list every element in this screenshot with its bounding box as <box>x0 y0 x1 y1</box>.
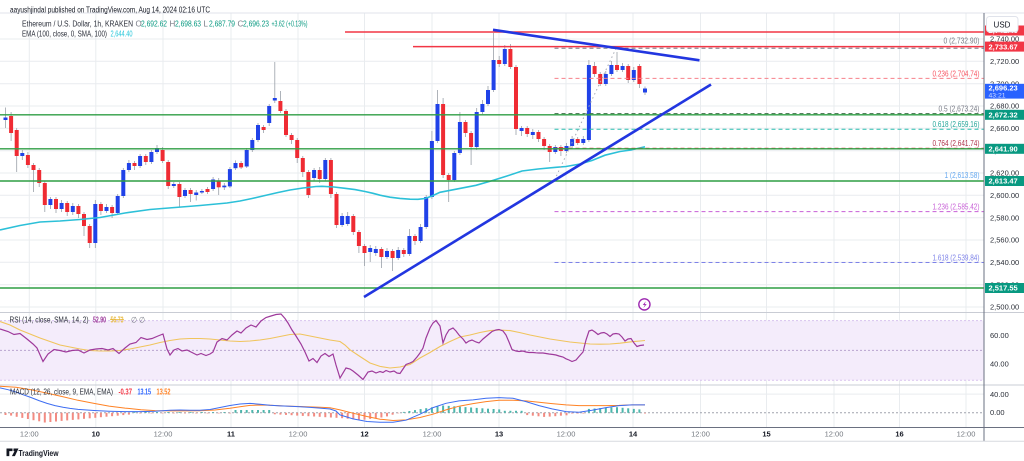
svg-text:13.15: 13.15 <box>138 387 152 396</box>
svg-text:2,740.00: 2,740.00 <box>990 35 1019 44</box>
svg-text:2,500.00: 2,500.00 <box>990 303 1019 312</box>
svg-text:40.00: 40.00 <box>990 390 1009 399</box>
svg-text:12: 12 <box>360 430 368 439</box>
svg-text:11: 11 <box>227 430 235 439</box>
svg-text:L: L <box>204 19 209 28</box>
svg-text:2,696.23: 2,696.23 <box>243 19 269 28</box>
svg-text:2,641.90: 2,641.90 <box>989 145 1018 154</box>
svg-text:0.00: 0.00 <box>990 408 1005 417</box>
svg-text:16: 16 <box>895 430 903 439</box>
svg-text:1.236 (2,585.42): 1.236 (2,585.42) <box>933 202 980 211</box>
svg-text:12:00: 12:00 <box>957 430 976 439</box>
svg-text:12:00: 12:00 <box>691 430 710 439</box>
svg-text:TradingView: TradingView <box>19 449 60 458</box>
svg-text:15: 15 <box>762 430 770 439</box>
svg-text:∅ ∅: ∅ ∅ <box>131 315 145 324</box>
svg-text:EMA (100, close, 0, SMA, 100): EMA (100, close, 0, SMA, 100) <box>22 29 107 38</box>
svg-text:O: O <box>136 19 142 28</box>
svg-text:2,580.00: 2,580.00 <box>990 213 1019 222</box>
svg-text:0.618 (2,659.16): 0.618 (2,659.16) <box>933 120 980 129</box>
svg-text:USD: USD <box>994 20 1011 29</box>
svg-text:2,613.47: 2,613.47 <box>989 177 1018 186</box>
svg-text:60.00: 60.00 <box>990 331 1009 340</box>
svg-text:1.618 (2,539.84): 1.618 (2,539.84) <box>933 253 980 262</box>
svg-text:52.90: 52.90 <box>93 315 106 324</box>
svg-text:12:00: 12:00 <box>154 430 173 439</box>
svg-text:aayushjindal published on Trad: aayushjindal published on TradingView.co… <box>10 6 210 15</box>
svg-text:2,733.67: 2,733.67 <box>989 42 1018 51</box>
svg-text:12:00: 12:00 <box>20 430 39 439</box>
svg-text:12:00: 12:00 <box>557 430 576 439</box>
svg-text:2,600.00: 2,600.00 <box>990 191 1019 200</box>
svg-text:Ethereum / U.S. Dollar, 1h, KR: Ethereum / U.S. Dollar, 1h, KRAKEN <box>22 19 133 28</box>
svg-text:1 (2,613.58): 1 (2,613.58) <box>945 171 980 180</box>
svg-text:+3.62 (+0.13%): +3.62 (+0.13%) <box>272 19 308 28</box>
svg-text:2,644.40: 2,644.40 <box>111 29 133 38</box>
svg-text:-0.37: -0.37 <box>119 387 133 396</box>
svg-text:0.5 (2,673.24): 0.5 (2,673.24) <box>939 104 980 113</box>
svg-text:2,720.00: 2,720.00 <box>990 57 1019 66</box>
svg-text:2,692.62: 2,692.62 <box>141 19 167 28</box>
svg-text:2,540.00: 2,540.00 <box>990 258 1019 267</box>
svg-text:2,696.23: 2,696.23 <box>989 84 1018 93</box>
svg-text:2,698.63: 2,698.63 <box>175 19 201 28</box>
svg-text:2,660.00: 2,660.00 <box>990 124 1019 133</box>
svg-text:2,560.00: 2,560.00 <box>990 236 1019 245</box>
svg-text:2,680.00: 2,680.00 <box>990 102 1019 111</box>
svg-text:10: 10 <box>92 430 100 439</box>
svg-text:0.764 (2,641.74): 0.764 (2,641.74) <box>933 139 980 148</box>
svg-text:40.00: 40.00 <box>990 359 1009 368</box>
svg-text:12:00: 12:00 <box>423 430 442 439</box>
svg-text:14: 14 <box>629 430 638 439</box>
svg-text:13.52: 13.52 <box>157 387 171 396</box>
svg-text:C: C <box>238 19 244 28</box>
svg-text:2,620.00: 2,620.00 <box>990 169 1019 178</box>
svg-text:2,672.32: 2,672.32 <box>989 111 1018 120</box>
svg-text:RSI (14, close, SMA, 14, 2): RSI (14, close, SMA, 14, 2) <box>10 315 89 324</box>
svg-text:0.236 (2,704.74): 0.236 (2,704.74) <box>933 69 980 78</box>
svg-text:12:00: 12:00 <box>825 430 844 439</box>
svg-text:2,687.79: 2,687.79 <box>209 19 235 28</box>
svg-text:MACD (12, 26, close, 9, EMA, E: MACD (12, 26, close, 9, EMA, EMA) <box>10 387 113 396</box>
svg-text:0 (2,732.90): 0 (2,732.90) <box>944 36 980 45</box>
svg-text:H: H <box>170 19 176 28</box>
svg-text:2,517.55: 2,517.55 <box>989 284 1018 293</box>
svg-text:43:21: 43:21 <box>989 92 1006 99</box>
svg-text:13: 13 <box>495 430 503 439</box>
svg-text:12:00: 12:00 <box>289 430 308 439</box>
